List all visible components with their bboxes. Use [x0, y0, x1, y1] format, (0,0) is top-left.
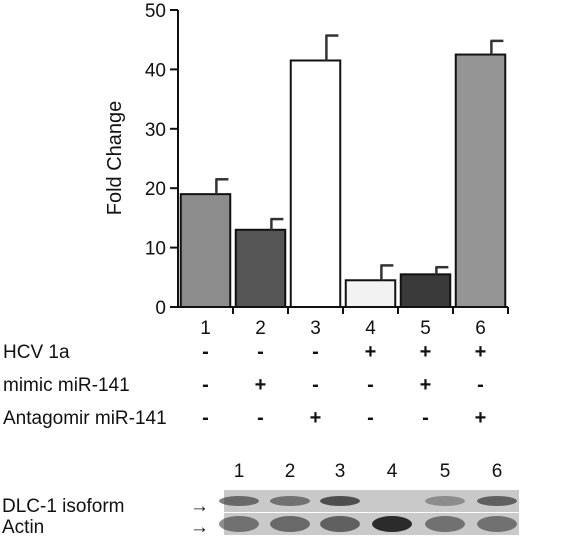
- blot-strip: [224, 513, 519, 535]
- condition-sign: -: [202, 407, 209, 429]
- x-tick-label: 1: [200, 318, 211, 339]
- x-tick-label: 2: [255, 318, 266, 339]
- blot-band: [320, 516, 360, 532]
- condition-sign: -: [422, 407, 429, 429]
- blot-row-label: Actin: [2, 517, 44, 538]
- condition-label: Antagomir miR-141: [3, 408, 167, 429]
- x-tick-label: 6: [475, 318, 486, 339]
- lane-number: 5: [440, 461, 451, 482]
- y-tick-label: 10: [145, 239, 166, 260]
- x-tick-label: 4: [365, 318, 376, 339]
- condition-sign: +: [475, 407, 487, 429]
- condition-table: HCV 1a - - - + + + mimic miR-141 - + - - + - Antagomir…: [3, 341, 486, 429]
- lane-number: 3: [335, 461, 346, 482]
- y-axis-title: Fold Change: [104, 101, 126, 216]
- blot-strip: [224, 490, 519, 512]
- condition-sign: -: [312, 374, 319, 396]
- blot-arrow: →: [190, 517, 209, 538]
- blot-band: [477, 496, 517, 506]
- blot-band: [477, 516, 517, 532]
- condition-sign: -: [257, 407, 264, 429]
- blot-band: [320, 496, 360, 506]
- y-tick-label: 50: [145, 1, 166, 22]
- condition-sign: -: [477, 374, 484, 396]
- condition-sign: +: [255, 374, 267, 396]
- bar: [454, 53, 507, 308]
- lane-number: 2: [285, 461, 296, 482]
- blot-band: [219, 516, 259, 532]
- bar: [289, 59, 342, 308]
- western-blot: 1 2 3 4 5 6 DLC-1 isoform → Actin →: [2, 461, 519, 538]
- blot-band: [425, 516, 465, 532]
- bar: [234, 228, 287, 308]
- condition-label: mimic miR-141: [3, 375, 130, 396]
- blot-band: [270, 496, 310, 506]
- x-axis-ticks: 1 2 3 4 5 6: [200, 307, 509, 339]
- y-tick-label: 0: [155, 298, 166, 319]
- y-tick-label: 30: [145, 120, 166, 141]
- condition-sign: +: [420, 374, 432, 396]
- bar: [344, 279, 397, 308]
- blot-band: [270, 516, 310, 532]
- error-bars: [215, 34, 504, 281]
- bar-chart: 0 10 20 30 40 50 1 2 3 4 5 6 Fold Change: [104, 1, 509, 339]
- condition-sign: -: [202, 374, 209, 396]
- bars: [179, 53, 507, 308]
- lane-number: 1: [234, 461, 245, 482]
- condition-sign: -: [312, 341, 319, 363]
- x-tick-label: 5: [420, 318, 431, 339]
- lane-number: 6: [492, 461, 503, 482]
- lane-number: 4: [387, 461, 398, 482]
- condition-sign: +: [475, 341, 487, 363]
- bar: [179, 193, 232, 308]
- condition-sign: +: [310, 407, 322, 429]
- condition-sign: +: [420, 341, 432, 363]
- blot-band: [219, 496, 259, 506]
- y-axis-ticks: 0 10 20 30 40 50: [145, 1, 178, 319]
- blot-row-label: DLC-1 isoform: [2, 496, 124, 517]
- y-tick-label: 20: [145, 179, 166, 200]
- condition-sign: -: [367, 407, 374, 429]
- condition-sign: -: [367, 374, 374, 396]
- condition-sign: +: [365, 341, 377, 363]
- blot-band: [425, 496, 465, 506]
- y-tick-label: 40: [145, 60, 166, 81]
- bar: [399, 273, 452, 308]
- condition-label: HCV 1a: [3, 342, 70, 363]
- blot-arrow: →: [190, 496, 209, 517]
- condition-sign: -: [257, 341, 264, 363]
- condition-sign: -: [202, 341, 209, 363]
- x-tick-label: 3: [310, 318, 321, 339]
- blot-band: [372, 516, 412, 532]
